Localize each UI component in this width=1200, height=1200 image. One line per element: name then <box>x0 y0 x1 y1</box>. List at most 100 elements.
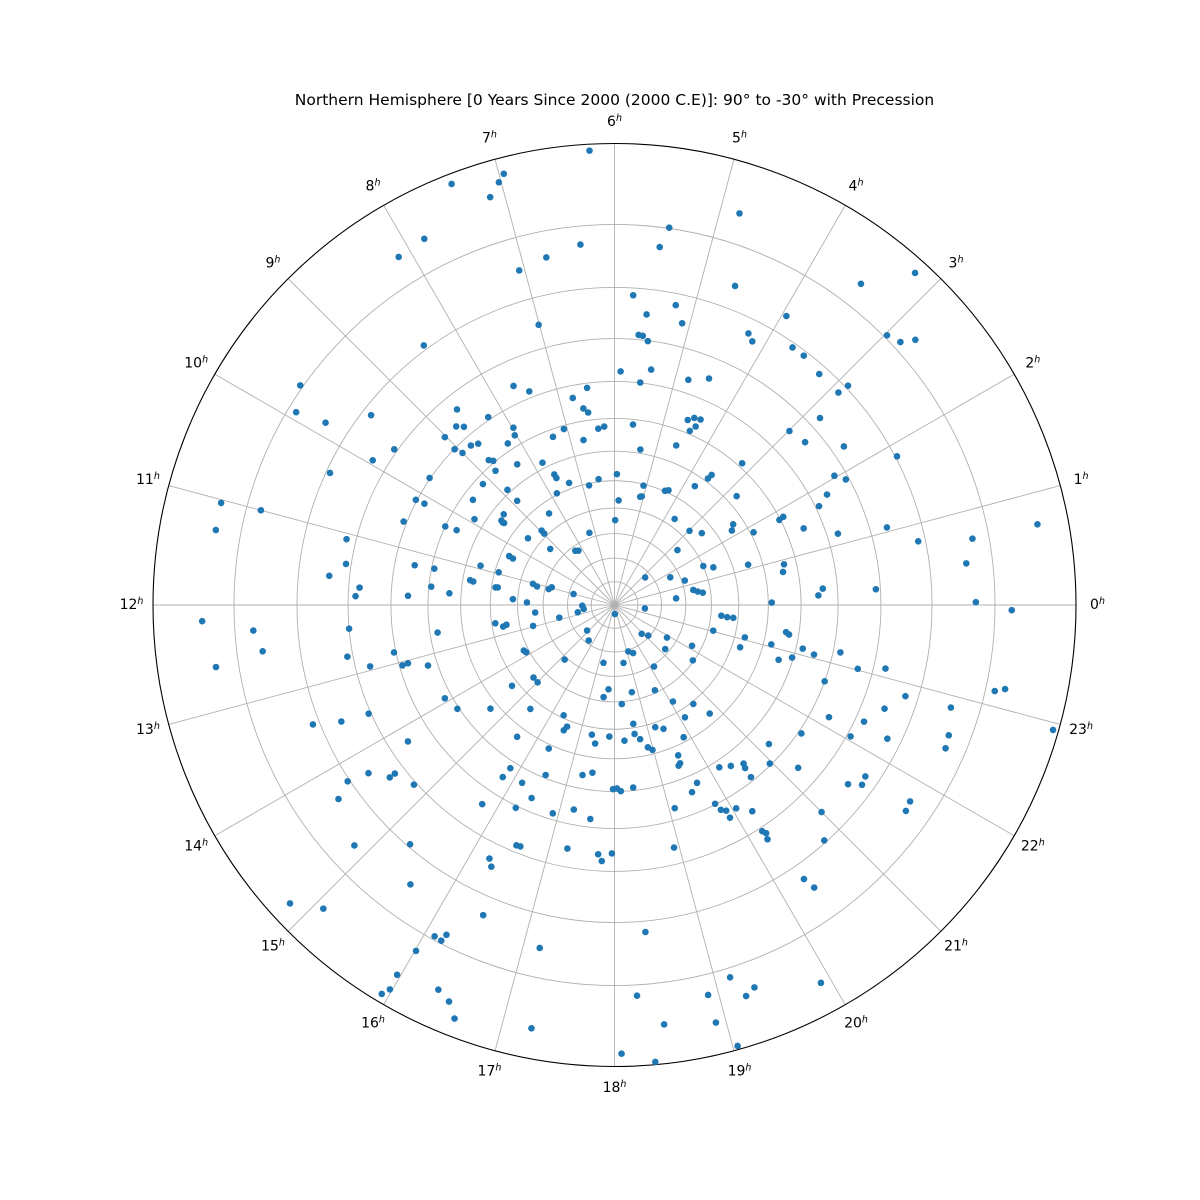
star-point <box>411 561 419 569</box>
star-point <box>446 590 453 597</box>
star-point <box>794 764 802 772</box>
star-point <box>717 806 725 814</box>
star-point <box>672 442 680 449</box>
star-point <box>570 806 578 813</box>
star-point <box>710 564 717 571</box>
star-point <box>835 389 842 396</box>
star-point <box>617 787 625 795</box>
star-point <box>881 705 888 712</box>
star-point <box>509 555 517 562</box>
star-point <box>530 674 537 681</box>
star-point <box>460 423 468 431</box>
star-point <box>906 798 914 805</box>
star-point <box>549 433 557 441</box>
star-point <box>560 425 568 433</box>
hour-label-12: 12h <box>120 596 144 613</box>
star-point <box>527 705 534 713</box>
star-point <box>748 807 756 815</box>
star-point <box>883 524 891 531</box>
star-point <box>391 770 399 777</box>
star-point <box>443 931 450 939</box>
star-point <box>510 424 517 432</box>
star-point <box>883 332 891 339</box>
star-point <box>467 442 475 449</box>
star-point <box>217 499 225 507</box>
star-point <box>511 432 519 439</box>
star-point <box>643 311 650 318</box>
star-point <box>712 1019 720 1026</box>
star-point <box>257 506 265 514</box>
star-point <box>431 565 438 572</box>
star-point <box>945 732 953 739</box>
star-point <box>768 641 775 648</box>
star-point <box>500 170 508 178</box>
chart-outline <box>152 142 1077 1068</box>
star-point <box>718 612 725 619</box>
star-point <box>636 379 644 386</box>
star-point <box>594 850 602 858</box>
star-point <box>854 665 862 673</box>
star-point <box>504 440 512 447</box>
star-point <box>815 370 823 378</box>
star-point <box>882 665 889 672</box>
star-point <box>548 584 556 591</box>
star-point <box>962 560 970 567</box>
ra-spoke <box>614 278 942 606</box>
star-point <box>690 700 697 708</box>
star-point <box>688 642 696 650</box>
star-point <box>499 773 507 781</box>
ra-spoke <box>614 604 1061 725</box>
star-point <box>528 1025 535 1032</box>
star-point <box>800 352 808 359</box>
ra-spoke <box>614 159 735 606</box>
star-point <box>296 382 304 389</box>
star-point <box>595 475 602 483</box>
star-point <box>583 627 591 634</box>
hour-label-0: 0h <box>1090 596 1105 613</box>
star-point <box>708 471 715 479</box>
ra-spoke <box>614 205 846 606</box>
star-point <box>545 745 553 752</box>
star-point <box>386 986 394 993</box>
star-point <box>799 645 807 652</box>
star-point <box>629 784 637 791</box>
star-point <box>620 659 627 667</box>
star-point <box>630 720 637 728</box>
star-point <box>815 502 823 510</box>
star-point <box>579 771 586 779</box>
star-point <box>736 210 743 217</box>
star-point <box>912 336 919 344</box>
star-point <box>745 330 752 337</box>
star-point <box>911 269 919 277</box>
star-point <box>844 382 852 389</box>
star-point <box>525 388 533 395</box>
star-point <box>352 592 359 600</box>
star-point <box>704 991 712 999</box>
star-point <box>343 535 350 543</box>
star-point <box>640 482 647 489</box>
star-point <box>338 718 345 725</box>
star-point <box>766 760 774 767</box>
hour-label-2: 2h <box>1025 355 1040 372</box>
hour-label-3: 3h <box>949 254 964 271</box>
star-point <box>250 627 257 634</box>
star-point <box>495 569 503 576</box>
star-point <box>651 1058 659 1066</box>
star-point <box>639 332 647 340</box>
star-point <box>801 438 809 446</box>
star-point <box>326 469 334 477</box>
star-point <box>492 467 499 475</box>
hour-label-17: 17h <box>478 1063 502 1080</box>
star-point <box>585 482 593 489</box>
star-point <box>779 513 787 521</box>
ra-spoke <box>494 159 615 606</box>
star-point <box>406 841 414 848</box>
star-point <box>584 409 592 416</box>
star-point <box>528 794 535 802</box>
star-point <box>817 979 825 987</box>
star-point <box>309 721 317 728</box>
star-point <box>453 526 460 534</box>
star-point <box>386 774 394 781</box>
star-point <box>534 678 541 686</box>
star-point <box>474 440 482 447</box>
